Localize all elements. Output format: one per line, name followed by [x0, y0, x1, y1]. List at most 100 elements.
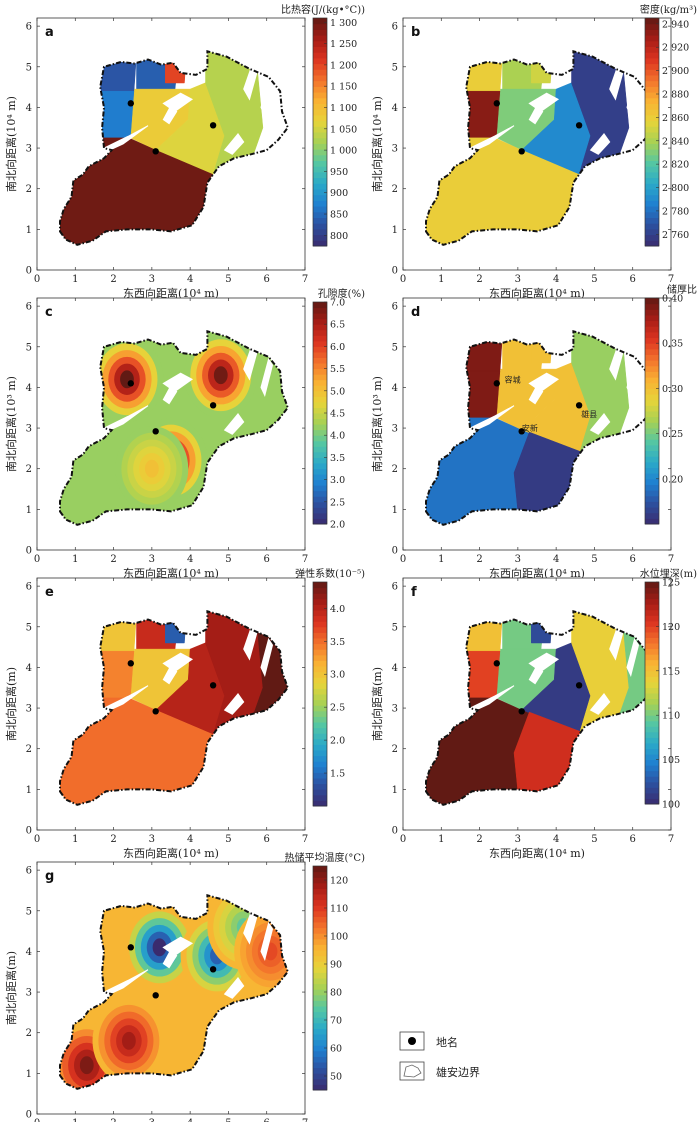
- hotspot: [184, 332, 258, 418]
- colorbar-step: [645, 348, 659, 355]
- colorbar: 120 110 100 90 80 70 60 50 热储平均温度(°C): [285, 851, 365, 1091]
- colorbar-step: [645, 715, 659, 722]
- colorbar-step: [645, 416, 659, 423]
- place-point: [493, 100, 500, 107]
- colorbar-tick-label: 2.0: [330, 520, 345, 531]
- colorbar-title: 储厚比: [667, 283, 697, 296]
- x-tick-label: 0: [34, 554, 40, 565]
- y-tick-label: 2: [26, 1028, 32, 1039]
- place-point: [518, 148, 525, 155]
- colorbar-tick-label: 2 840: [662, 136, 689, 147]
- colorbar-step: [645, 394, 659, 401]
- colorbar-step: [645, 303, 659, 310]
- colorbar-step: [645, 759, 659, 766]
- place-point: [152, 428, 159, 435]
- xiongan-boundary: [59, 49, 289, 246]
- xiongan-boundary: [59, 329, 289, 526]
- colorbar-step: [313, 396, 327, 403]
- panel-letter: d: [411, 305, 420, 320]
- colorbar-step: [313, 615, 327, 622]
- colorbar-step: [313, 899, 327, 906]
- colorbar-frame: [312, 581, 328, 807]
- colorbar-step: [313, 418, 327, 425]
- colorbar-step: [313, 346, 327, 353]
- colorbar-step: [313, 217, 327, 224]
- colorbar-step: [313, 877, 327, 884]
- colorbar-step: [313, 1022, 327, 1029]
- colorbar-step: [313, 738, 327, 745]
- colorbar-step: [645, 687, 659, 694]
- colorbar-step: [313, 63, 327, 70]
- colorbar-step: [313, 950, 327, 957]
- colorbar-tick-label: 1 250: [330, 39, 357, 50]
- colorbar-step: [645, 171, 659, 179]
- colorbar-step: [645, 681, 659, 688]
- boundary-hole: [468, 685, 515, 711]
- y-tick-label: 5: [26, 906, 32, 917]
- colorbar-step: [645, 670, 659, 677]
- x-tick-label: 0: [400, 834, 406, 845]
- colorbar-step: [645, 57, 659, 65]
- colorbar-step: [313, 582, 327, 589]
- x-tick-label: 5: [225, 1118, 231, 1122]
- colorbar-step: [313, 1011, 327, 1018]
- x-tick-label: 4: [187, 1118, 193, 1122]
- y-tick-label: 5: [392, 342, 398, 353]
- colorbar-step: [313, 240, 327, 247]
- colorbar-step: [313, 18, 327, 25]
- colorbar-step: [645, 770, 659, 777]
- boundary-hole: [528, 104, 544, 125]
- place-point: [493, 380, 500, 387]
- x-tick-label: 0: [400, 554, 406, 565]
- boundary-hole: [223, 412, 245, 435]
- colorbar-frame: [312, 865, 328, 1091]
- colorbar-step: [645, 177, 659, 184]
- x-tick-label: 4: [187, 274, 193, 285]
- colorbar-step: [645, 343, 659, 350]
- x-tick-label: 1: [72, 274, 78, 285]
- colorbar-step: [313, 800, 327, 807]
- y-tick-label: 5: [392, 622, 398, 633]
- colorbar-frame: [644, 297, 660, 525]
- colorbar-tick-label: 1 200: [330, 60, 357, 71]
- panel-e: e 0 1 2 3 4 5 6 7 0 1 2 3 4 5 6 东西向距离(10⁴ m) 南北向距离(m) 4.0 3…: [4, 567, 365, 860]
- x-axis-label: 东西向距离(10⁴ m): [489, 846, 585, 860]
- boundary-hole: [102, 969, 149, 995]
- colorbar-step: [313, 955, 327, 962]
- x-tick-label: 3: [149, 1118, 155, 1122]
- x-tick-label: 6: [264, 274, 270, 285]
- colorbar-step: [645, 512, 659, 519]
- colorbar-step: [313, 694, 327, 701]
- x-tick-label: 3: [149, 554, 155, 565]
- colorbar-step: [313, 789, 327, 796]
- y-axis-label: 南北向距离(10³ m): [4, 376, 18, 472]
- colorbar-step: [313, 357, 327, 364]
- x-tick-label: 0: [34, 274, 40, 285]
- hotspot-ring: [121, 1031, 136, 1050]
- colorbar-step: [313, 677, 327, 684]
- colorbar-step: [645, 501, 659, 508]
- x-tick-label: 2: [476, 834, 482, 845]
- place-point: [518, 708, 525, 715]
- colorbar-step: [645, 478, 659, 485]
- colorbar-step: [313, 307, 327, 314]
- colorbar-step: [645, 422, 659, 429]
- place-point: [209, 402, 217, 409]
- colorbar-step: [313, 666, 327, 673]
- y-tick-label: 4: [392, 383, 398, 394]
- colorbar-step: [313, 114, 327, 122]
- boundary-hole: [243, 907, 260, 945]
- colorbar-step: [645, 331, 659, 339]
- colorbar-step: [313, 390, 327, 397]
- colorbar-step: [313, 1062, 327, 1069]
- colorbar-tick-label: 50: [330, 1072, 342, 1083]
- boundary-hole: [102, 685, 149, 711]
- colorbar-step: [313, 989, 327, 996]
- xiongan-boundary: [59, 893, 289, 1090]
- colorbar-step: [645, 405, 659, 412]
- colorbar-step: [313, 871, 327, 878]
- place-point: [575, 682, 583, 689]
- boundary-hole: [609, 63, 626, 101]
- colorbar-tick-label: 0.35: [662, 339, 683, 350]
- colorbar-step: [313, 761, 327, 768]
